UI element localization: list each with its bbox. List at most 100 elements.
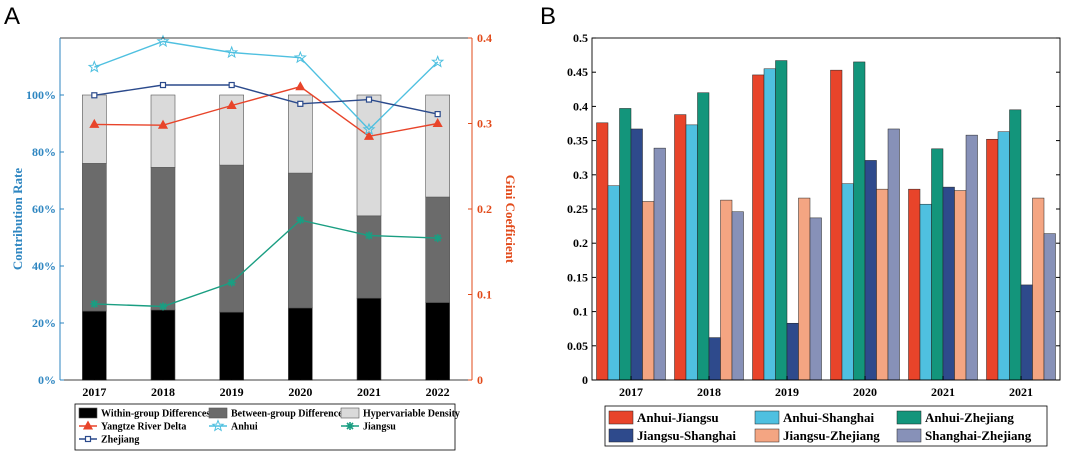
xtick-a-0: 2017: [82, 385, 106, 399]
marker-a-0-5: [432, 117, 443, 127]
bar-b-s2-2: [775, 60, 788, 381]
bar-b-s4-4: [954, 190, 967, 381]
ytick-a-4: 80%: [32, 145, 56, 159]
bar-b-s2-0: [619, 108, 632, 381]
ytick-a-5: 100%: [26, 88, 56, 102]
legend-a-marker-4: [211, 419, 225, 432]
bar-a-s2-1: [150, 94, 176, 168]
xtick-a-1: 2018: [151, 385, 175, 399]
bar-b-s4-1: [720, 199, 733, 381]
bar-a-s2-5: [425, 94, 450, 198]
marker-a-3-4: [365, 96, 373, 103]
legend-a-label-5: Jiangsu: [363, 422, 396, 433]
bar-a-s0-0: [82, 310, 107, 381]
legend-b-label-5: Shanghai-Zhejiang: [925, 428, 1032, 443]
marker-a-0-0: [89, 118, 100, 128]
marker-a-2-1-dot: [161, 304, 165, 309]
legend-a-swatch-2: [340, 407, 360, 419]
bar-b-s5-5: [1043, 233, 1056, 381]
bar-a-s2-0: [82, 94, 107, 164]
bar-b-s3-3: [864, 160, 877, 381]
bar-a-s0-5: [425, 302, 450, 381]
y2label-a: Gini Coefficient: [503, 175, 518, 264]
marker-a-2-4-dot: [367, 233, 371, 238]
bar-b-s0-2: [752, 74, 765, 381]
bar-a-s0-4: [356, 297, 382, 381]
bar-a-s0-2: [219, 311, 244, 381]
legend-a-label-6: Zhejiang: [101, 435, 139, 446]
xtick-b-1: 2018: [697, 385, 721, 399]
marker-a-3-1: [159, 81, 167, 89]
bar-b-s3-4: [942, 186, 955, 381]
legend-a: [74, 403, 456, 451]
line-a-1: [94, 40, 439, 131]
bar-b-s2-3: [853, 61, 866, 381]
ytick-a-3: 60%: [32, 202, 56, 216]
ytick-b-5: 0.25: [567, 202, 588, 216]
bar-a-s1-1: [150, 167, 176, 311]
legend-b-swatch-2: [896, 410, 922, 425]
xtick-a-5: 2022: [426, 385, 450, 399]
bar-a-s0-3: [288, 307, 313, 381]
y2tick-a-1: 0.1: [477, 288, 492, 302]
ytick-b-2: 0.1: [573, 305, 588, 319]
xtick-a-4: 2021: [357, 385, 381, 399]
legend-b-label-2: Anhui-Zhejiang: [925, 410, 1014, 425]
bar-b-s4-0: [642, 201, 655, 381]
legend-a-swatch-0: [78, 407, 98, 419]
bar-a-s1-2: [219, 164, 244, 313]
marker-a-3-0: [91, 92, 98, 99]
y2tick-a-0: 0: [477, 373, 483, 387]
bar-b-s1-2: [763, 68, 776, 381]
bar-b-s4-5: [1032, 197, 1045, 381]
line-a-0: [94, 85, 438, 138]
ytick-b-10: 0.5: [573, 31, 588, 45]
bar-b-s2-4: [931, 148, 944, 381]
bar-b-s5-3: [887, 128, 900, 381]
panel-label-b: B: [540, 3, 556, 30]
marker-a-2-2-dot: [229, 280, 234, 285]
bar-b-s0-1: [674, 114, 687, 381]
legend-b-label-1: Anhui-Shanghai: [783, 410, 874, 425]
ytick-a-2: 40%: [32, 259, 56, 273]
bar-b-s0-4: [908, 188, 921, 381]
legend-b-label-4: Jiangsu-Zhejiang: [783, 428, 880, 443]
marker-a-0-1: [157, 119, 169, 129]
marker-a-2-5-dot: [435, 236, 440, 240]
ytick-b-8: 0.4: [573, 99, 588, 113]
ytick-b-3: 0.15: [567, 270, 588, 284]
xtick-b-5: 2021: [1009, 385, 1033, 399]
bar-b-s5-0: [653, 147, 666, 381]
bar-a-s1-0: [82, 163, 107, 312]
marker-a-1-2: [224, 45, 239, 59]
marker-a-1-0: [87, 60, 101, 73]
bar-a-s2-4: [356, 94, 382, 217]
marker-a-1-1: [156, 34, 170, 48]
legend-a-label-4: Anhui: [231, 422, 258, 433]
bar-b-s1-5: [997, 131, 1010, 381]
legend-a-marker-6: [84, 435, 92, 443]
bar-b-s4-2: [798, 197, 811, 381]
marker-a-0-4: [363, 130, 375, 140]
marker-a-1-3: [293, 50, 307, 64]
legend-b: [604, 405, 1048, 447]
marker-a-3-2: [228, 81, 235, 89]
y2tick-a-4: 0.4: [477, 31, 492, 45]
ytick-a-0: 0%: [38, 373, 56, 387]
bar-b-s5-1: [731, 211, 744, 381]
bar-b-s2-5: [1009, 109, 1022, 381]
bar-b-s0-3: [830, 69, 843, 381]
marker-a-3-5: [434, 110, 441, 118]
bar-b-s1-1: [685, 124, 698, 381]
chart-a: 0% 20% 40% 60% 80% 100% 0 0.1 0.2 0.3 0.4 2017 2018 2…: [10, 31, 518, 451]
bar-b-s5-2: [809, 217, 822, 381]
legend-a-marker-5-dot: [348, 424, 352, 428]
xtick-b-4: 2021: [931, 385, 955, 399]
ytick-b-1: 0.05: [567, 339, 588, 353]
line-a-3: [94, 84, 438, 115]
xtick-b-2: 2019: [775, 385, 799, 399]
xtick-b-3: 2020: [853, 385, 877, 399]
xtick-b-0: 2017: [619, 385, 643, 399]
ytick-b-0: 0: [582, 373, 588, 387]
